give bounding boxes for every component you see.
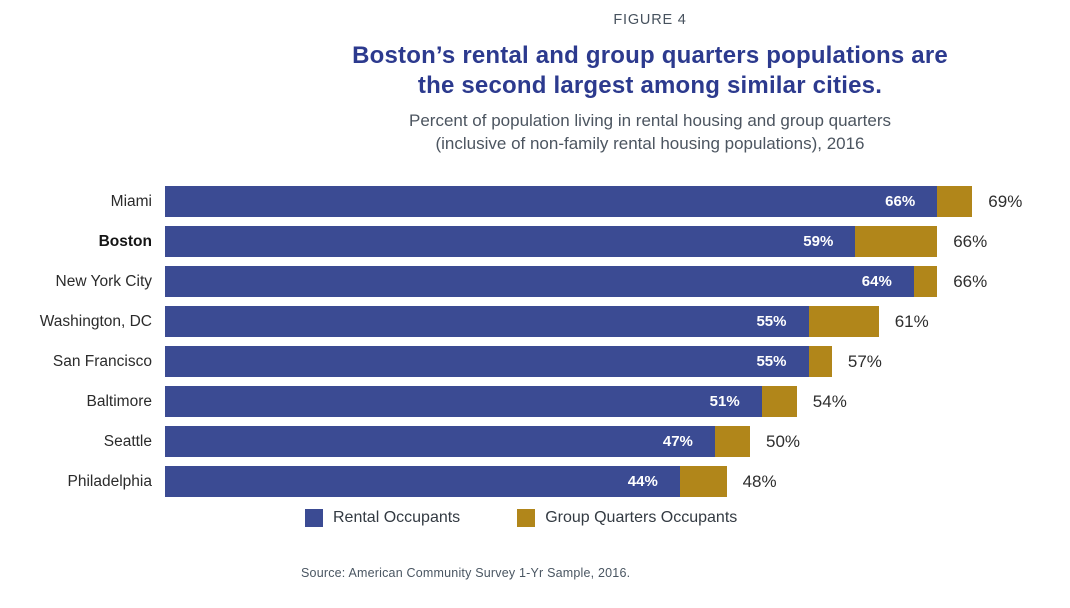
bar-track: 47% 50% <box>165 426 1070 457</box>
bar-track: 66% 69% <box>165 186 1070 217</box>
total-value-label: 66% <box>953 272 988 291</box>
rental-bar-segment: 51% <box>165 386 762 417</box>
chart-subtitle: Percent of population living in rental h… <box>233 109 1067 155</box>
rental-bar-segment: 66% <box>165 186 938 217</box>
category-label: Baltimore <box>86 392 152 410</box>
chart-subtitle-line-1: Percent of population living in rental h… <box>409 111 891 130</box>
rental-value-label: 44% <box>627 473 658 490</box>
group-quarters-bar-segment <box>761 386 797 417</box>
group-quarters-legend-swatch <box>517 509 536 527</box>
figure-label: FIGURE 4 <box>613 12 687 28</box>
bar-chart: Miami 66% 69% Boston 59% 66% New York City 64% 6… <box>0 186 1070 506</box>
bar-track: 64% 66% <box>165 266 1070 297</box>
group-quarters-bar-segment <box>679 466 727 497</box>
rental-value-label: 64% <box>861 273 892 290</box>
rental-value-label: 55% <box>756 313 787 330</box>
rental-value-label: 51% <box>709 393 740 410</box>
group-quarters-bar-segment <box>808 346 832 377</box>
legend-item-rental: Rental Occupants <box>305 509 460 527</box>
chart-legend: Rental Occupants Group Quarters Occupant… <box>305 509 737 527</box>
bar-track: 55% 57% <box>165 346 1070 377</box>
bar-row: New York City 64% 66% <box>0 266 1070 297</box>
category-label: Boston <box>98 232 152 250</box>
bar-row: Boston 59% 66% <box>0 226 1070 257</box>
total-value-label: 54% <box>812 392 847 411</box>
total-value-label: 57% <box>847 352 882 371</box>
category-label: New York City <box>55 272 152 290</box>
bar-row: San Francisco 55% 57% <box>0 346 1070 377</box>
rental-bar-segment: 59% <box>165 226 856 257</box>
bar-track: 51% 54% <box>165 386 1070 417</box>
group-quarters-bar-segment <box>714 426 750 457</box>
rental-value-label: 55% <box>756 353 787 370</box>
bar-row: Washington, DC 55% 61% <box>0 306 1070 337</box>
total-value-label: 61% <box>894 312 929 331</box>
group-quarters-bar-segment <box>855 226 938 257</box>
chart-title-line-1: Boston’s rental and group quarters popul… <box>352 42 948 69</box>
rental-value-label: 47% <box>662 433 693 450</box>
category-label: Miami <box>110 192 152 210</box>
rental-bar-segment: 55% <box>165 306 809 337</box>
category-label: Philadelphia <box>67 472 152 490</box>
chart-header: FIGURE 4 Boston’s rental and group quart… <box>233 12 1067 155</box>
category-label: Washington, DC <box>39 312 152 330</box>
group-quarters-legend-label: Group Quarters Occupants <box>545 509 738 526</box>
bar-track: 55% 61% <box>165 306 1070 337</box>
rental-value-label: 59% <box>803 233 834 250</box>
bar-track: 44% 48% <box>165 466 1070 497</box>
bar-track: 59% 66% <box>165 226 1070 257</box>
bar-rows: Miami 66% 69% Boston 59% 66% New York City 64% 6… <box>0 186 1070 497</box>
chart-subtitle-line-2: (inclusive of non-family rental housing … <box>435 134 865 153</box>
chart-title-line-2: the second largest among similar cities. <box>417 72 883 99</box>
rental-bar-segment: 44% <box>165 466 680 497</box>
legend-item-group-quarters: Group Quarters Occupants <box>517 509 737 527</box>
bar-row: Philadelphia 44% 48% <box>0 466 1070 497</box>
group-quarters-bar-segment <box>937 186 973 217</box>
total-value-label: 50% <box>766 432 801 451</box>
rental-bar-segment: 64% <box>165 266 914 297</box>
group-quarters-bar-segment <box>913 266 938 297</box>
rental-legend-swatch <box>305 509 323 527</box>
rental-value-label: 66% <box>885 193 916 210</box>
total-value-label: 69% <box>988 192 1023 211</box>
group-quarters-bar-segment <box>808 306 879 337</box>
total-value-label: 48% <box>742 472 777 491</box>
bar-row: Miami 66% 69% <box>0 186 1070 217</box>
bar-row: Baltimore 51% 54% <box>0 386 1070 417</box>
category-label: San Francisco <box>52 352 152 370</box>
rental-bar-segment: 55% <box>165 346 809 377</box>
bar-row: Seattle 47% 50% <box>0 426 1070 457</box>
category-label: Seattle <box>103 432 152 450</box>
source-note: Source: American Community Survey 1-Yr S… <box>301 566 631 580</box>
total-value-label: 66% <box>953 232 988 251</box>
rental-legend-label: Rental Occupants <box>333 509 461 526</box>
rental-bar-segment: 47% <box>165 426 715 457</box>
